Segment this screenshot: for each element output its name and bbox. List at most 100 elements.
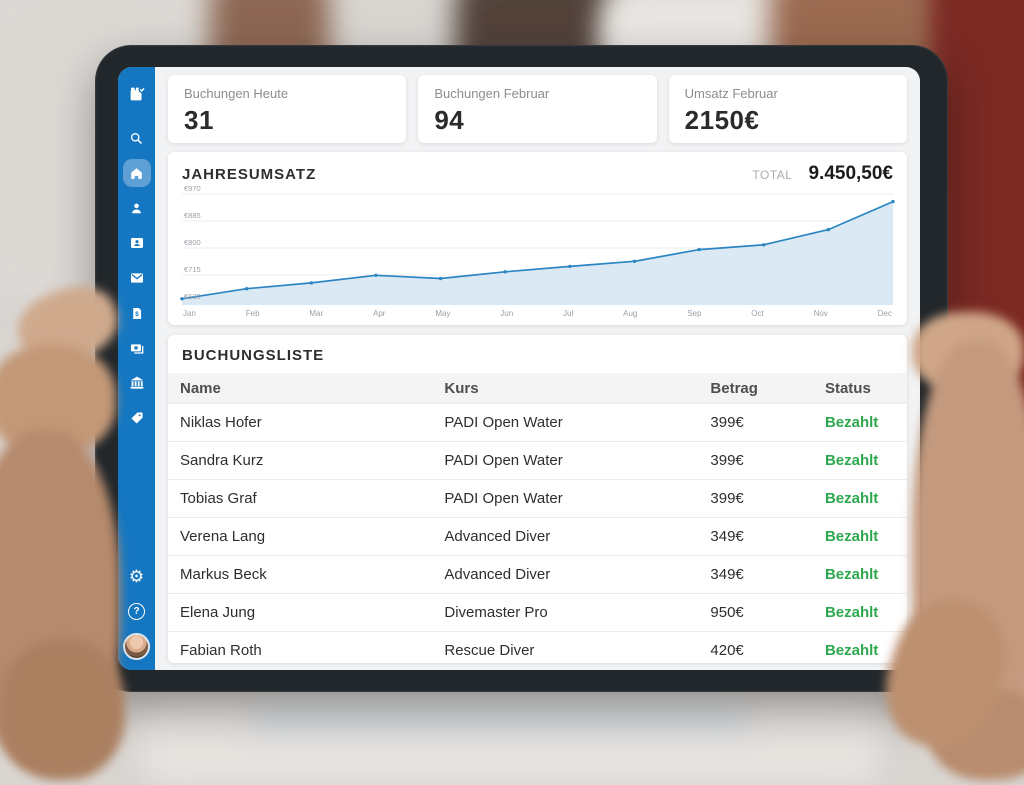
x-axis-tick: Jan <box>183 309 196 318</box>
booking-name: Verena Lang <box>180 528 266 545</box>
tablet-frame: $ <box>95 45 948 692</box>
x-axis-tick: Aug <box>623 309 638 318</box>
stat-label: Buchungen Februar <box>434 86 550 101</box>
booking-row[interactable]: Elena Jung Divemaster Pro 950€ Bezahlt <box>168 593 907 631</box>
booking-row[interactable]: Markus Beck Advanced Diver 349€ Bezahlt <box>168 555 907 593</box>
booking-course: Rescue Diver <box>444 642 535 659</box>
invoice-icon[interactable]: $ <box>123 299 151 327</box>
booking-status: Bezahlt <box>824 452 879 469</box>
mail-icon[interactable] <box>123 264 151 292</box>
booking-row[interactable]: Fabian Roth Rescue Diver 420€ Bezahlt <box>168 631 907 663</box>
payments-icon[interactable] <box>123 334 151 362</box>
booking-name: Sandra Kurz <box>180 452 264 469</box>
booking-list-card: BUCHUNGSLISTE Name Kurs Betrag Status Nikla… <box>168 335 907 663</box>
booking-amount: 349€ <box>710 528 744 545</box>
tag-icon[interactable] <box>123 404 151 432</box>
booking-amount: 399€ <box>710 452 744 469</box>
chart-total-label: TOTAL <box>752 168 793 182</box>
booking-status: Bezahlt <box>824 642 879 659</box>
booking-row[interactable]: Tobias Graf PADI Open Water 399€ Bezahlt <box>168 479 907 517</box>
x-axis-tick: Dec <box>877 309 892 318</box>
home-icon[interactable] <box>122 159 151 187</box>
annual-revenue-card: JAHRESUMSATZ TOTAL 9.450,50€ €970 €885 €80… <box>168 152 907 325</box>
booking-amount: 399€ <box>710 490 744 507</box>
stat-value: 94 <box>434 105 465 135</box>
left-hand <box>0 640 125 780</box>
chart-total-value: 9.450,50€ <box>808 163 893 184</box>
chart-total: TOTAL 9.450,50€ <box>752 163 893 185</box>
table-header-row: Name Kurs Betrag Status <box>168 373 907 403</box>
stat-label: Umsatz Februar <box>684 86 778 101</box>
x-axis-tick: Oct <box>751 309 764 318</box>
stat-value: 2150€ <box>684 105 760 135</box>
y-axis-tick: €970 <box>184 184 201 193</box>
y-axis-tick: €885 <box>184 211 201 220</box>
profile-avatar[interactable] <box>123 632 151 660</box>
booking-name: Tobias Graf <box>180 490 257 507</box>
booking-amount: 399€ <box>710 414 744 431</box>
y-axis-tick: €800 <box>184 238 201 247</box>
stat-label: Buchungen Heute <box>184 86 289 101</box>
search-icon[interactable] <box>123 124 151 152</box>
booking-amount: 420€ <box>710 642 744 659</box>
booking-name: Markus Beck <box>180 566 267 583</box>
revenue-chart-svg <box>180 193 895 305</box>
booking-course: Advanced Diver <box>444 528 551 545</box>
x-axis-tick: Nov <box>813 309 828 318</box>
stat-card-revenue-february: Umsatz Februar 2150€ <box>668 75 907 143</box>
column-header-betrag: Betrag <box>710 379 758 397</box>
stats-row: Buchungen Heute 31 Buchungen Februar 94 … <box>168 75 907 143</box>
x-axis-tick: Jul <box>563 309 574 318</box>
chart-header: JAHRESUMSATZ TOTAL 9.450,50€ <box>182 163 893 185</box>
booking-amount: 349€ <box>710 566 744 583</box>
x-axis-tick: Feb <box>245 309 260 318</box>
sidebar-nav: $ <box>118 67 155 670</box>
booking-status: Bezahlt <box>824 414 879 431</box>
booking-name: Fabian Roth <box>180 642 262 659</box>
help-icon[interactable]: ? <box>123 597 151 625</box>
booking-amount: 950€ <box>710 604 744 621</box>
y-axis-tick: €715 <box>184 265 201 274</box>
booking-status: Bezahlt <box>824 490 879 507</box>
booking-name: Niklas Hofer <box>180 414 262 431</box>
x-axis-tick: Sep <box>687 309 702 318</box>
column-header-name: Name <box>180 379 221 397</box>
x-axis-tick: Apr <box>373 309 386 318</box>
x-axis-tick: Jun <box>500 309 514 318</box>
booking-name: Elena Jung <box>180 604 256 621</box>
booking-row[interactable]: Niklas Hofer PADI Open Water 399€ Bezahlt <box>168 403 907 441</box>
booking-status: Bezahlt <box>824 604 879 621</box>
settings-icon[interactable]: ⚙ <box>128 566 145 586</box>
booking-row[interactable]: Verena Lang Advanced Diver 349€ Bezahlt <box>168 517 907 555</box>
booking-status: Bezahlt <box>824 566 879 583</box>
revenue-chart-plot: €970 €885 €800 €715 €630 <box>180 184 895 308</box>
booking-table-body: Niklas Hofer PADI Open Water 399€ Bezahlt Sa… <box>168 403 907 663</box>
x-axis-tick: Mar <box>309 309 324 318</box>
tablet-screen: $ <box>118 67 920 670</box>
booking-course: PADI Open Water <box>444 490 563 507</box>
stat-card-bookings-february: Buchungen Februar 94 <box>418 75 657 143</box>
table-title: BUCHUNGSLISTE <box>182 347 325 364</box>
bookings-logo-icon[interactable] <box>123 80 151 108</box>
bank-icon[interactable] <box>123 369 151 397</box>
booking-course: PADI Open Water <box>444 452 563 469</box>
background-reflection <box>250 706 750 732</box>
svg-text:$: $ <box>135 311 139 318</box>
y-axis-tick: €630 <box>184 292 201 301</box>
x-axis-tick: May <box>435 309 451 318</box>
booking-course: Advanced Diver <box>444 566 551 583</box>
booking-course: PADI Open Water <box>444 414 563 431</box>
contacts-icon[interactable] <box>123 229 151 257</box>
stat-value: 31 <box>184 105 214 135</box>
booking-course: Divemaster Pro <box>444 604 548 621</box>
column-header-kurs: Kurs <box>444 379 479 397</box>
user-icon[interactable] <box>123 194 151 222</box>
chart-month-axis: Jan Feb Mar Apr May Jun Jul Aug Sep Oct Nov Dec <box>182 309 893 321</box>
booking-status: Bezahlt <box>824 528 879 545</box>
stat-card-bookings-today: Buchungen Heute 31 <box>168 75 407 143</box>
main-content: Buchungen Heute 31 Buchungen Februar 94 … <box>155 67 920 670</box>
column-header-status: Status <box>824 379 871 397</box>
booking-row[interactable]: Sandra Kurz PADI Open Water 399€ Bezahlt <box>168 441 907 479</box>
chart-title: JAHRESUMSATZ <box>182 166 317 183</box>
